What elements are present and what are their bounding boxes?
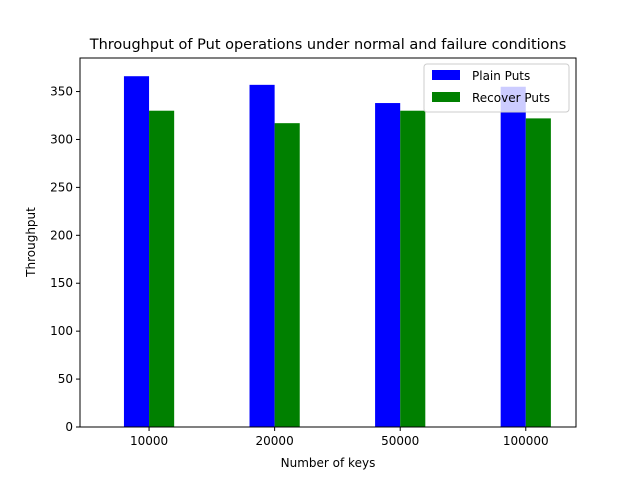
y-tick-label-200: 200 bbox=[50, 228, 73, 242]
x-tick-label-20000: 20000 bbox=[256, 434, 294, 448]
y-tick-label-350: 350 bbox=[50, 85, 73, 99]
ticks-layer: 10000 20000 50000 100000 0 50 100 150 200 250 300 3… bbox=[50, 85, 549, 448]
legend: Plain Puts Recover Puts bbox=[423, 63, 570, 113]
legend-entry-recover-puts: Recover Puts bbox=[432, 91, 550, 105]
legend-label-plain-puts: Plain Puts bbox=[472, 69, 530, 83]
x-axis-label: Number of keys bbox=[281, 456, 376, 470]
chart-title: Throughput of Put operations under norma… bbox=[89, 37, 567, 53]
y-tick-label-0: 0 bbox=[65, 420, 73, 434]
x-tick-label-10000: 10000 bbox=[130, 434, 168, 448]
y-tick-label-150: 150 bbox=[50, 276, 73, 290]
x-tick-label-50000: 50000 bbox=[381, 434, 419, 448]
x-tick-label-100000: 100000 bbox=[503, 434, 549, 448]
y-tick-label-250: 250 bbox=[50, 180, 73, 194]
legend-swatch-recover-puts bbox=[432, 92, 460, 102]
bar-recover-puts-50000 bbox=[400, 110, 426, 428]
bar-recover-puts-20000 bbox=[274, 123, 300, 428]
plot-area-frame bbox=[79, 57, 577, 428]
y-tick-label-100: 100 bbox=[50, 324, 73, 338]
y-tick-label-50: 50 bbox=[58, 372, 73, 386]
legend-label-recover-puts: Recover Puts bbox=[472, 91, 550, 105]
bars-layer bbox=[123, 76, 551, 428]
legend-frame bbox=[423, 63, 570, 113]
bar-recover-puts-100000 bbox=[525, 118, 551, 427]
bar-plain-puts-20000 bbox=[249, 84, 275, 427]
legend-swatch-plain-puts bbox=[432, 70, 460, 80]
bar-plain-puts-50000 bbox=[375, 103, 401, 428]
bar-plain-puts-100000 bbox=[500, 86, 526, 427]
legend-entry-plain-puts: Plain Puts bbox=[432, 69, 530, 83]
bar-plain-puts-10000 bbox=[123, 76, 150, 428]
bar-recover-puts-10000 bbox=[149, 110, 175, 428]
y-axis-label: Throughput bbox=[24, 207, 38, 278]
y-tick-label-300: 300 bbox=[50, 132, 73, 146]
